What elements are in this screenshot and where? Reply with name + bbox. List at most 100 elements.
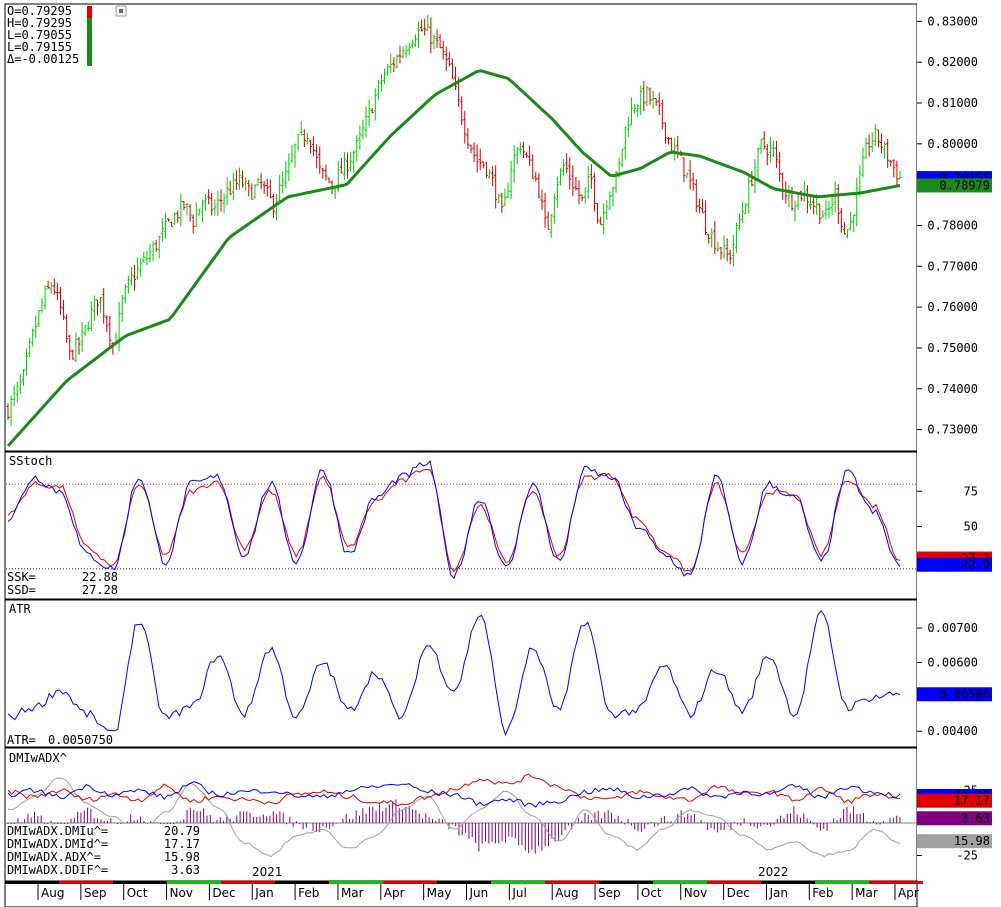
price-candle [691,172,695,191]
price-candle [864,137,868,159]
price-candle [741,201,745,224]
dmid-label: DMIwADX.DMId^= [7,837,108,851]
price-candle [148,243,152,263]
price-candle [830,193,834,216]
atr-line [7,610,901,737]
time-strip-segment [815,881,869,884]
price-candle [358,125,362,150]
price-y-tick-label: 0.73000 [927,423,978,437]
price-candle [373,88,377,121]
time-strip-segment [5,881,59,884]
price-candle [71,349,75,360]
price-candle [370,108,374,114]
price-candle [253,183,257,200]
month-label: Jan [254,886,274,900]
price-candle [105,315,109,333]
price-candle [849,211,853,231]
price-candle [398,45,402,64]
price-candle [145,250,149,266]
price-candle [244,177,248,191]
price-candle [626,116,630,138]
adx-badge: 15.98 [917,834,992,849]
ddif-badge-text: 3.63 [961,811,990,825]
price-candle [500,192,504,213]
price-candle [694,179,698,213]
price-candle [827,200,831,219]
price-candle [836,184,840,225]
price-candle [46,280,50,290]
price-candle [734,222,738,253]
price-candle [663,122,667,144]
price-candle [512,145,516,184]
price-candle [185,202,189,216]
price-candle [704,200,708,235]
price-candle [700,198,704,214]
price-candle [395,54,399,69]
stoch-title: SStoch [9,454,52,468]
price-candle [432,34,436,49]
price-candle [506,182,510,198]
month-label: Apr [384,886,405,900]
price-candle [759,138,763,154]
price-candle [25,348,29,376]
price-candle [555,176,559,208]
price-candle [744,202,748,215]
ssd-label: SSD= [7,583,36,597]
time-strip-segment [437,881,491,884]
price-candle [808,195,812,210]
price-candle [163,212,167,239]
ssk-badge: 22.9 [917,557,992,572]
ohlc-open: O=0.79295 [7,4,72,18]
price-candle [667,136,671,145]
price-candle [750,170,754,187]
price-candle [305,132,309,145]
price-candle [62,299,66,320]
price-candle [52,278,56,295]
price-candle [151,241,155,262]
price-candle [898,171,902,180]
time-strip-segment [599,881,653,884]
price-pane [4,3,918,452]
price-candle [633,104,637,115]
price-candle [639,85,643,116]
price-candle [447,52,451,67]
price-candle [256,177,260,186]
adx-line [7,777,901,858]
price-y-tick-label: 0.81000 [927,96,978,110]
ssk-value: 22.88 [82,570,118,584]
price-candle [731,235,735,267]
price-candle [722,235,726,259]
month-label: May [427,886,452,900]
price-candle [747,174,751,214]
price-candle [525,152,529,158]
price-candle [768,136,772,163]
price-candle [268,179,272,199]
price-candle [716,241,720,252]
price-candle [636,104,640,117]
ddif-value: 3.63 [171,863,200,877]
time-strip-segment [383,881,437,884]
price-candle [346,152,350,179]
price-candle [654,97,658,106]
dmiu-label: DMIwADX.DMIu^= [7,824,108,838]
y-axis-area [917,4,1001,881]
price-candle [49,281,53,294]
moving-average-line [6,69,901,447]
price-candle [497,193,501,203]
price-candle [577,180,581,205]
adx-label: DMIwADX.ADX^= [7,850,101,864]
price-y-tick-label: 0.76000 [927,300,978,314]
price-y-tick-label: 0.80000 [927,137,978,151]
price-candle [383,68,387,84]
expand-icon[interactable] [115,5,127,17]
ddif-badge: 3.63 [917,811,992,826]
time-strip-segment [761,881,815,884]
price-candle [599,216,603,225]
price-candle [839,208,843,233]
dmid-badge-text: 17.17 [954,794,990,808]
price-y-tick-label: 0.75000 [927,341,978,355]
price-candle [487,168,491,179]
month-label: Mar [341,886,364,900]
price-candle [873,123,877,147]
ohlc-high: H=0.79295 [7,16,72,30]
